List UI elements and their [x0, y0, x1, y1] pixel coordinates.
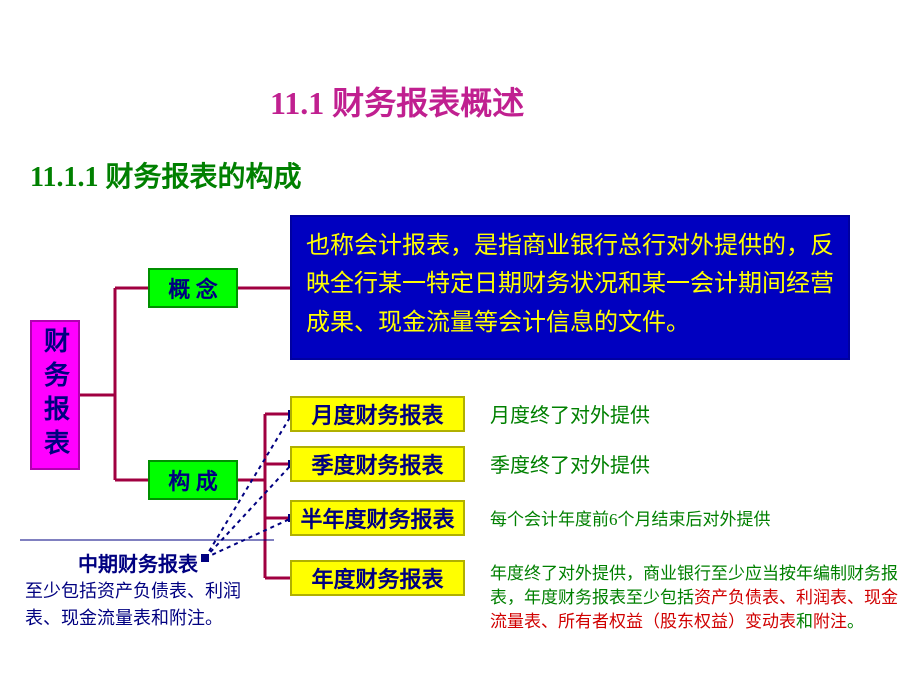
note-body: 至少包括资产负债表、利润表、现金流量表和附注。 [25, 578, 275, 632]
item-halfyear: 半年度财务报表 [290, 500, 465, 536]
desc-halfyear: 每个会计年度前6个月结束后对外提供 [490, 508, 771, 532]
item-quarterly: 季度财务报表 [290, 446, 465, 482]
desc-quarterly: 季度终了对外提供 [490, 452, 650, 480]
root-node: 财务报表 [30, 320, 80, 470]
note-title: 中期财务报表 [78, 548, 198, 577]
sub-title: 11.1.1 财务报表的构成 [30, 155, 301, 195]
desc-monthly: 月度终了对外提供 [490, 402, 650, 430]
main-title: 11.1 财务报表概述 [270, 78, 524, 124]
concept-description-box: 也称会计报表，是指商业银行总行对外提供的，反映全行某一特定日期财务状况和某一会计… [290, 215, 850, 360]
composition-node: 构 成 [148, 460, 238, 500]
diagram-stage: 11.1 财务报表概述 11.1.1 财务报表的构成 财务报表 概 念 构 成 … [0, 0, 920, 690]
desc-yearly: 年度终了对外提供，商业银行至少应当按年编制财务报表，年度财务报表至少包括资产负债… [490, 562, 910, 633]
concept-node: 概 念 [148, 268, 238, 308]
item-yearly: 年度财务报表 [290, 560, 465, 596]
item-monthly: 月度财务报表 [290, 396, 465, 432]
